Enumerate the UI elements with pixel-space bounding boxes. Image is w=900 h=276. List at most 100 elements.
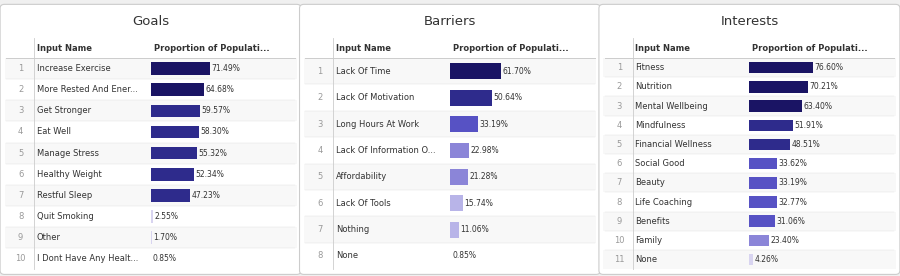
Bar (150, 147, 196, 160)
Text: 8: 8 (616, 198, 622, 206)
FancyBboxPatch shape (598, 4, 900, 274)
Text: Goals: Goals (132, 15, 169, 28)
Text: Proportion of Populati...: Proportion of Populati... (453, 44, 569, 53)
Text: 33.19%: 33.19% (778, 178, 807, 187)
Text: Get Stronger: Get Stronger (37, 106, 91, 115)
Text: 2: 2 (318, 93, 322, 102)
Text: None: None (336, 251, 358, 261)
Text: Proportion of Populati...: Proportion of Populati... (752, 44, 868, 53)
Text: 10: 10 (614, 236, 625, 245)
Text: Family: Family (635, 236, 662, 245)
Bar (304, 164, 596, 190)
Bar (304, 243, 596, 269)
Text: 59.57%: 59.57% (202, 106, 230, 115)
Text: 15.74%: 15.74% (464, 199, 493, 208)
Text: 48.51%: 48.51% (791, 140, 820, 149)
Text: Proportion of Populati...: Proportion of Populati... (154, 44, 269, 53)
Bar (150, 210, 153, 223)
Text: Beauty: Beauty (635, 178, 665, 187)
Text: 50.64%: 50.64% (493, 93, 523, 102)
Text: 22.98%: 22.98% (471, 146, 500, 155)
Bar (750, 196, 777, 208)
Text: 6: 6 (18, 170, 23, 179)
Text: Eat Well: Eat Well (37, 128, 70, 136)
Bar (750, 81, 807, 93)
Text: 9: 9 (18, 233, 23, 242)
Text: 7: 7 (18, 191, 23, 200)
Bar (450, 63, 501, 79)
Text: 76.60%: 76.60% (814, 63, 843, 72)
Text: Lack Of Information O...: Lack Of Information O... (336, 146, 436, 155)
Text: I Dont Have Any Healt...: I Dont Have Any Healt... (37, 254, 138, 263)
Text: Long Hours At Work: Long Hours At Work (336, 120, 419, 129)
Bar (603, 97, 896, 116)
Bar (603, 250, 896, 269)
Text: 11.06%: 11.06% (461, 225, 490, 234)
Bar (450, 116, 478, 132)
Text: Benefits: Benefits (635, 217, 670, 226)
Text: Input Name: Input Name (336, 44, 391, 53)
Text: 33.19%: 33.19% (479, 120, 508, 129)
Text: 1: 1 (18, 64, 23, 73)
Bar (603, 173, 896, 192)
Bar (603, 192, 896, 212)
Text: 21.28%: 21.28% (469, 172, 498, 181)
Bar (450, 222, 459, 238)
Text: 61.70%: 61.70% (503, 67, 532, 76)
Text: Life Coaching: Life Coaching (635, 198, 693, 206)
Bar (750, 62, 813, 73)
Text: Input Name: Input Name (635, 44, 690, 53)
Bar (150, 168, 194, 181)
Bar (4, 38, 297, 58)
Text: 52.34%: 52.34% (195, 170, 224, 179)
Bar (4, 142, 297, 164)
Text: 63.40%: 63.40% (804, 102, 833, 111)
Bar (304, 190, 596, 216)
Text: 47.23%: 47.23% (192, 191, 220, 200)
Text: 33.62%: 33.62% (778, 159, 807, 168)
Text: 4: 4 (616, 121, 622, 130)
Bar (150, 189, 190, 202)
Text: More Rested And Ener...: More Rested And Ener... (37, 85, 138, 94)
Text: Lack Of Motivation: Lack Of Motivation (336, 93, 414, 102)
Text: 6: 6 (318, 199, 323, 208)
Bar (603, 77, 896, 97)
Text: 2: 2 (18, 85, 23, 94)
Bar (450, 142, 469, 158)
Text: Mindfulness: Mindfulness (635, 121, 686, 130)
Bar (750, 177, 777, 189)
Bar (304, 216, 596, 243)
Text: 7: 7 (616, 178, 622, 187)
Text: Restful Sleep: Restful Sleep (37, 191, 92, 200)
Text: Nothing: Nothing (336, 225, 369, 234)
Text: 4.26%: 4.26% (754, 255, 778, 264)
Text: 31.06%: 31.06% (777, 217, 806, 226)
Text: Input Name: Input Name (37, 44, 92, 53)
Text: 11: 11 (614, 255, 625, 264)
Text: 51.91%: 51.91% (794, 121, 823, 130)
Text: 55.32%: 55.32% (198, 148, 227, 158)
Text: 3: 3 (18, 106, 23, 115)
Text: 3: 3 (616, 102, 622, 111)
Text: 71.49%: 71.49% (212, 64, 240, 73)
Text: Interests: Interests (720, 15, 778, 28)
Bar (150, 231, 152, 244)
Text: 32.77%: 32.77% (778, 198, 807, 206)
Bar (304, 111, 596, 137)
Text: 6: 6 (616, 159, 622, 168)
Text: None: None (635, 255, 658, 264)
Bar (4, 121, 297, 142)
Text: Mental Wellbeing: Mental Wellbeing (635, 102, 708, 111)
Bar (450, 90, 492, 106)
Bar (603, 135, 896, 154)
Bar (304, 38, 596, 58)
Text: 7: 7 (318, 225, 323, 234)
Text: Lack Of Time: Lack Of Time (336, 67, 391, 76)
Bar (750, 158, 778, 169)
Bar (304, 84, 596, 111)
Bar (150, 62, 210, 75)
Bar (603, 116, 896, 135)
Bar (4, 206, 297, 227)
Bar (4, 164, 297, 185)
Bar (603, 154, 896, 173)
